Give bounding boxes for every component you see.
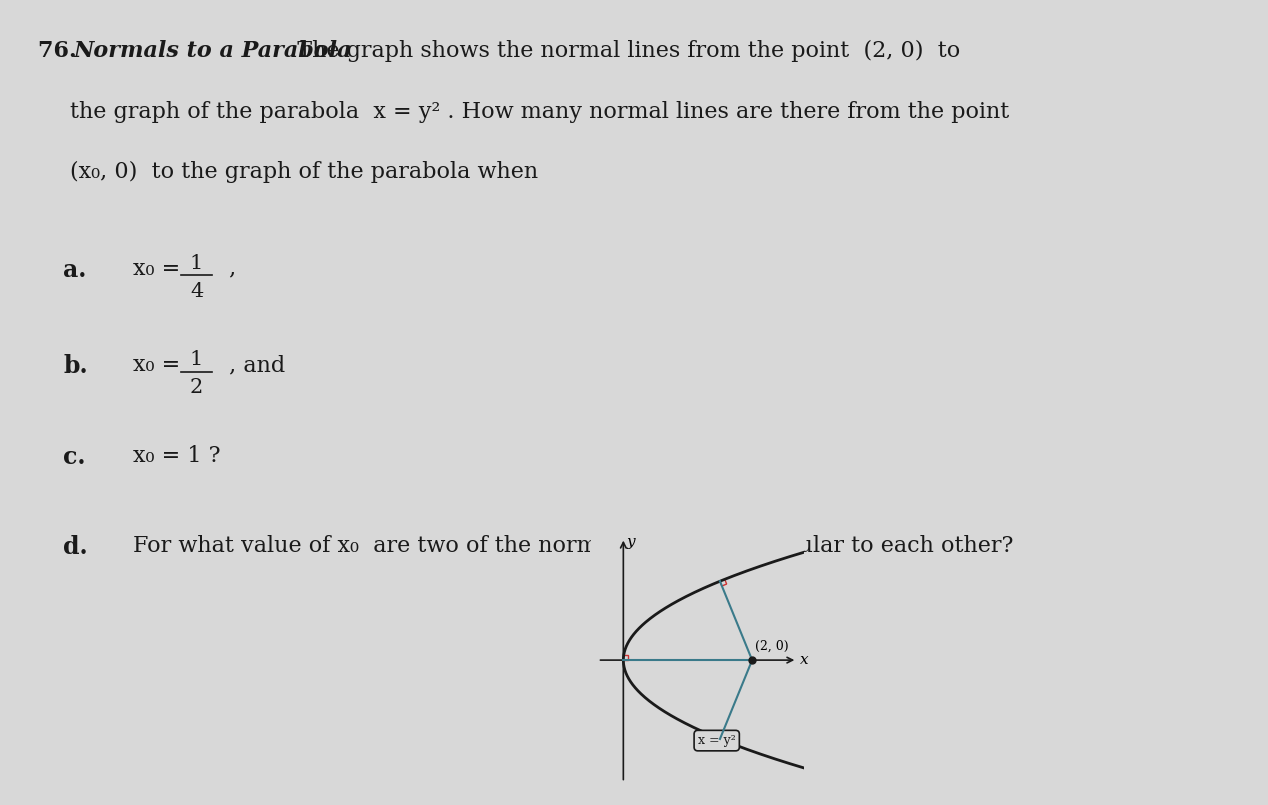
Text: (x₀, 0)  to the graph of the parabola when: (x₀, 0) to the graph of the parabola whe… xyxy=(70,161,538,183)
Text: ,: , xyxy=(222,258,236,279)
Text: 1: 1 xyxy=(190,254,203,273)
Text: x: x xyxy=(800,653,809,667)
Text: 4: 4 xyxy=(190,282,203,301)
Text: x₀ = 1 ?: x₀ = 1 ? xyxy=(133,444,221,467)
Text: 2: 2 xyxy=(190,378,203,398)
Text: The graph shows the normal lines from the point  (2, 0)  to: The graph shows the normal lines from th… xyxy=(283,40,960,62)
Text: the graph of the parabola  x = y² . How many normal lines are there from the poi: the graph of the parabola x = y² . How m… xyxy=(70,101,1009,122)
Text: 1: 1 xyxy=(190,350,203,369)
Text: x₀ =: x₀ = xyxy=(133,354,188,376)
Text: a.: a. xyxy=(63,258,86,282)
Text: , and: , and xyxy=(222,354,285,376)
Text: Normals to a Parabola: Normals to a Parabola xyxy=(74,40,353,62)
Text: x₀ =: x₀ = xyxy=(133,258,188,279)
Text: c.: c. xyxy=(63,444,86,469)
Text: For what value of x₀  are two of the normal lines perpendicular to each other?: For what value of x₀ are two of the norm… xyxy=(133,535,1013,557)
Text: b.: b. xyxy=(63,354,87,378)
Text: (2, 0): (2, 0) xyxy=(756,639,789,652)
Text: d.: d. xyxy=(63,535,87,559)
Text: 76.: 76. xyxy=(38,40,85,62)
Text: x = y²: x = y² xyxy=(697,734,735,747)
Text: y: y xyxy=(626,535,635,548)
